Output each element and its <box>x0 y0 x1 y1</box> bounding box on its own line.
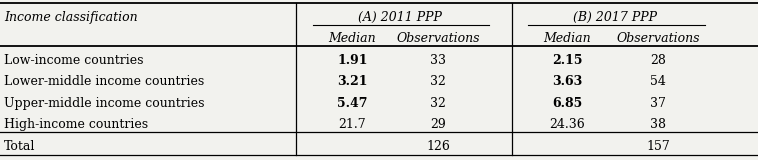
Text: 6.85: 6.85 <box>552 97 582 110</box>
Text: Observations: Observations <box>616 32 700 45</box>
Text: Median: Median <box>543 32 590 45</box>
Text: 5.47: 5.47 <box>337 97 368 110</box>
Text: Total: Total <box>4 140 35 153</box>
Text: 21.7: 21.7 <box>339 118 366 131</box>
Text: 33: 33 <box>430 54 446 67</box>
Text: Upper-middle income countries: Upper-middle income countries <box>4 97 205 110</box>
Text: 1.91: 1.91 <box>337 54 368 67</box>
Text: High-income countries: High-income countries <box>4 118 148 131</box>
Text: 38: 38 <box>650 118 666 131</box>
Text: 157: 157 <box>646 140 670 153</box>
Text: 3.63: 3.63 <box>552 75 582 88</box>
Text: 54: 54 <box>650 75 666 88</box>
Text: Income classification: Income classification <box>4 11 137 24</box>
Text: (A) 2011 PPP: (A) 2011 PPP <box>359 11 442 24</box>
Text: 28: 28 <box>650 54 666 67</box>
Text: Low-income countries: Low-income countries <box>4 54 143 67</box>
Text: Lower-middle income countries: Lower-middle income countries <box>4 75 204 88</box>
Text: 37: 37 <box>650 97 666 110</box>
Text: (B) 2017 PPP: (B) 2017 PPP <box>574 11 657 24</box>
Text: 32: 32 <box>431 75 446 88</box>
Text: 126: 126 <box>426 140 450 153</box>
Text: 3.21: 3.21 <box>337 75 368 88</box>
Text: Median: Median <box>329 32 376 45</box>
Text: 24.36: 24.36 <box>549 118 585 131</box>
Text: 2.15: 2.15 <box>552 54 582 67</box>
Text: 32: 32 <box>431 97 446 110</box>
Text: 29: 29 <box>431 118 446 131</box>
Text: Observations: Observations <box>396 32 480 45</box>
